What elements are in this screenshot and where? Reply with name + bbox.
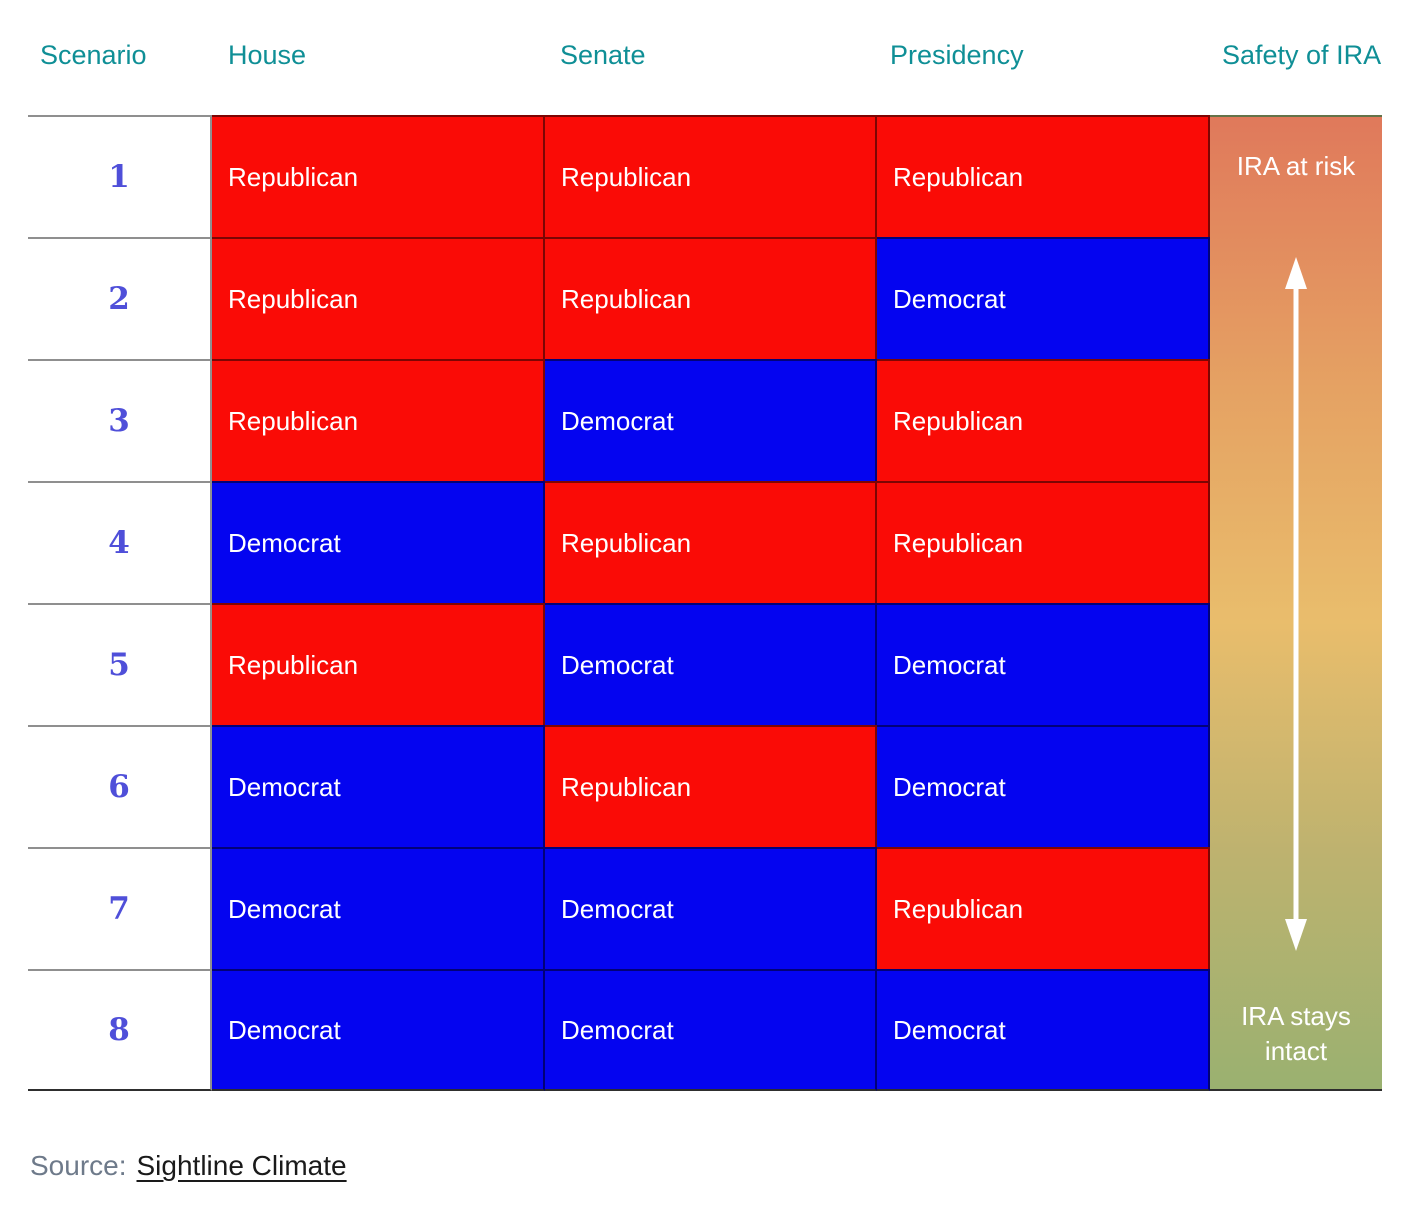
house-cell: Democrat [212,481,545,603]
house-cell: Republican [212,115,545,237]
table-row: 4 Democrat Republican Republican [28,481,1210,603]
column-header-senate: Senate [560,40,646,70]
source-label: Source: [30,1150,127,1181]
presidency-cell: Democrat [877,237,1210,359]
presidency-cell: Democrat [877,603,1210,725]
senate-cell: Democrat [545,359,877,481]
scenario-number: 6 [28,725,212,847]
ira-stays-intact-label: IRA stays intact [1241,1000,1351,1066]
table-row: 6 Democrat Republican Democrat [28,725,1210,847]
table-row: 8 Democrat Democrat Democrat [28,969,1210,1091]
column-header-scenario: Scenario [40,40,147,70]
house-cell: Republican [212,603,545,725]
scenario-number: 7 [28,847,212,969]
presidency-cell: Republican [877,847,1210,969]
scenario-number: 8 [28,969,212,1091]
presidency-cell: Democrat [877,969,1210,1091]
scenario-number: 1 [28,115,212,237]
house-cell: Democrat [212,725,545,847]
column-header-presidency: Presidency [890,40,1024,70]
table-row: 1 Republican Republican Republican [28,115,1210,237]
senate-cell: Republican [545,237,877,359]
scenario-number: 4 [28,481,212,603]
senate-cell: Republican [545,481,877,603]
column-header-safety-of-ira: Safety of IRA [1222,40,1382,70]
senate-cell: Republican [545,115,877,237]
column-header-house: House [228,40,307,70]
senate-cell: Republican [545,725,877,847]
house-cell: Republican [212,237,545,359]
source-link[interactable]: Sightline Climate [136,1150,347,1181]
house-cell: Republican [212,359,545,481]
house-cell: Democrat [212,847,545,969]
senate-cell: Democrat [545,847,877,969]
double-headed-arrow-icon [1285,257,1307,951]
table-row: 7 Democrat Democrat Republican [28,847,1210,969]
senate-cell: Democrat [545,969,877,1091]
presidency-cell: Democrat [877,725,1210,847]
scenario-table: 1 Republican Republican Republican 2 Rep… [28,115,1210,1091]
table-row: 3 Republican Democrat Republican [28,359,1210,481]
scenario-number: 2 [28,237,212,359]
safety-gradient-panel: IRA at risk IRA stays intact [1210,115,1382,1091]
presidency-cell: Republican [877,359,1210,481]
presidency-cell: Republican [877,115,1210,237]
table-row: 5 Republican Democrat Democrat [28,603,1210,725]
ira-at-risk-label: IRA at risk [1236,151,1356,181]
table-row: 2 Republican Republican Democrat [28,237,1210,359]
scenario-number: 3 [28,359,212,481]
senate-cell: Democrat [545,603,877,725]
scenario-number: 5 [28,603,212,725]
source-line: Source: Sightline Climate [30,1150,347,1182]
presidency-cell: Republican [877,481,1210,603]
house-cell: Democrat [212,969,545,1091]
